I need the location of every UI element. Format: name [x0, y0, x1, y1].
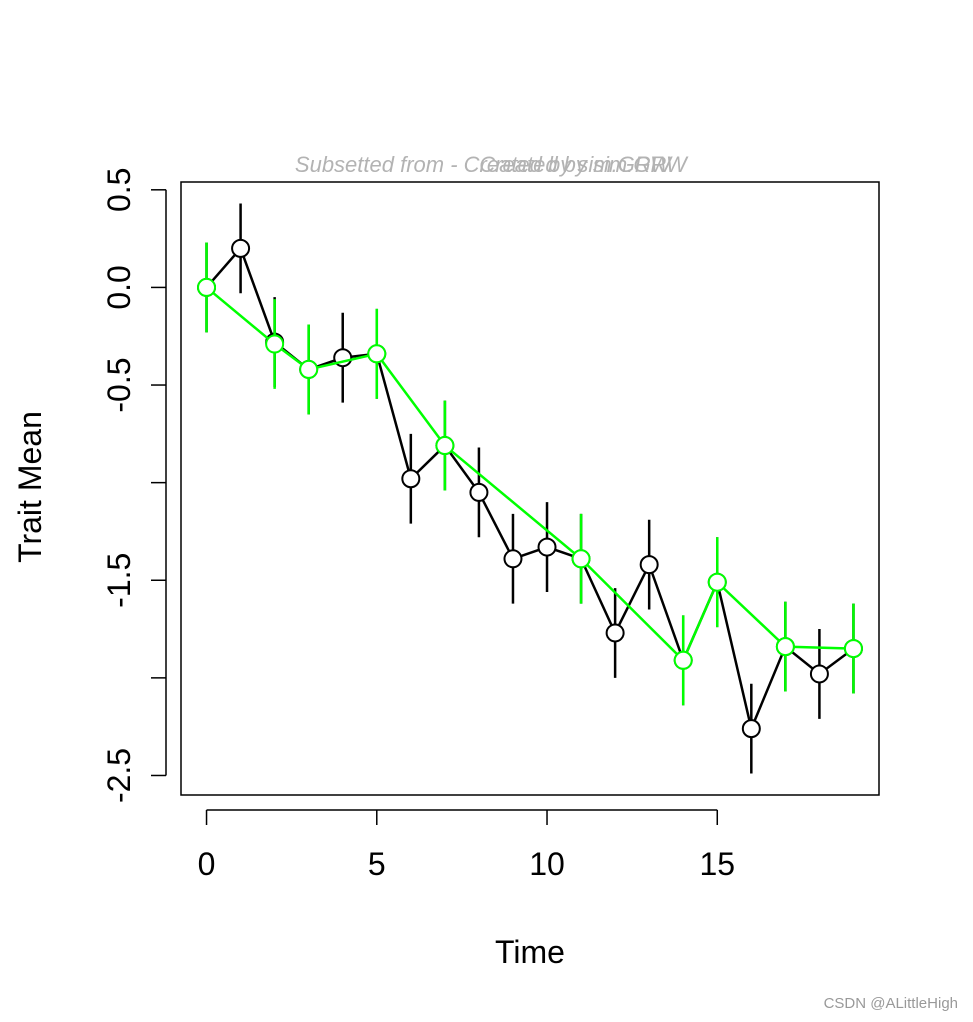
x-tick-label: 0 [198, 846, 216, 882]
x-tick-label: 15 [699, 846, 735, 882]
y-axis: 0.5 0.0 -0.5 -1.5 -2.5 [101, 168, 167, 803]
series-layer [197, 203, 863, 774]
data-point [537, 537, 557, 557]
plot-frame [180, 181, 880, 796]
x-axis-label: Time [495, 934, 565, 970]
subtitle-subsetted: Subsetted from - Created by sim.GRW [295, 152, 673, 177]
series-line [205, 245, 855, 733]
data-point [299, 359, 319, 379]
data-point [673, 650, 693, 670]
data-point [571, 549, 591, 569]
x-tick-label: 10 [529, 846, 565, 882]
y-tick-label: 0.0 [101, 265, 137, 309]
data-point [775, 637, 795, 657]
data-point [265, 334, 285, 354]
data-point [707, 572, 727, 592]
y-tick-label: -1.5 [101, 553, 137, 608]
y-tick-label: -0.5 [101, 357, 137, 412]
data-point [435, 436, 455, 456]
y-tick-label: -2.5 [101, 748, 137, 803]
data-point [401, 469, 421, 489]
data-point [741, 719, 761, 739]
data-point [809, 664, 829, 684]
data-point [231, 238, 251, 258]
series-line [205, 286, 854, 663]
data-point [639, 555, 659, 575]
data-point [469, 482, 489, 502]
data-point [843, 639, 863, 659]
data-point [605, 623, 625, 643]
x-tick-label: 5 [368, 846, 386, 882]
data-point [367, 344, 387, 364]
series-subsetted [197, 242, 863, 706]
series-full [197, 203, 863, 774]
data-point [197, 277, 217, 297]
data-point [503, 549, 523, 569]
watermark: CSDN @ALittleHigh [824, 995, 958, 1012]
x-axis: 0 5 10 15 [198, 809, 735, 882]
subtitle-created: Created by sim.GRW [479, 152, 689, 177]
y-tick-label: 0.5 [101, 168, 137, 212]
y-axis-label: Trait Mean [12, 411, 48, 563]
